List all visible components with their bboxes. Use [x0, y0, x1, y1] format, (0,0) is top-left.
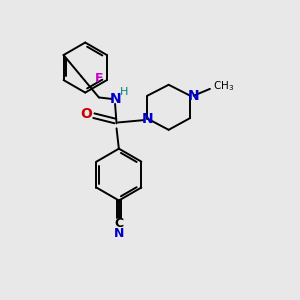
Text: C: C [114, 217, 124, 230]
Text: N: N [188, 89, 200, 103]
Text: N: N [109, 92, 121, 106]
Text: H: H [120, 87, 129, 98]
Text: N: N [114, 227, 124, 240]
Text: F: F [95, 72, 104, 85]
Text: O: O [80, 107, 92, 121]
Text: N: N [142, 112, 153, 126]
Text: CH$_3$: CH$_3$ [213, 79, 235, 93]
